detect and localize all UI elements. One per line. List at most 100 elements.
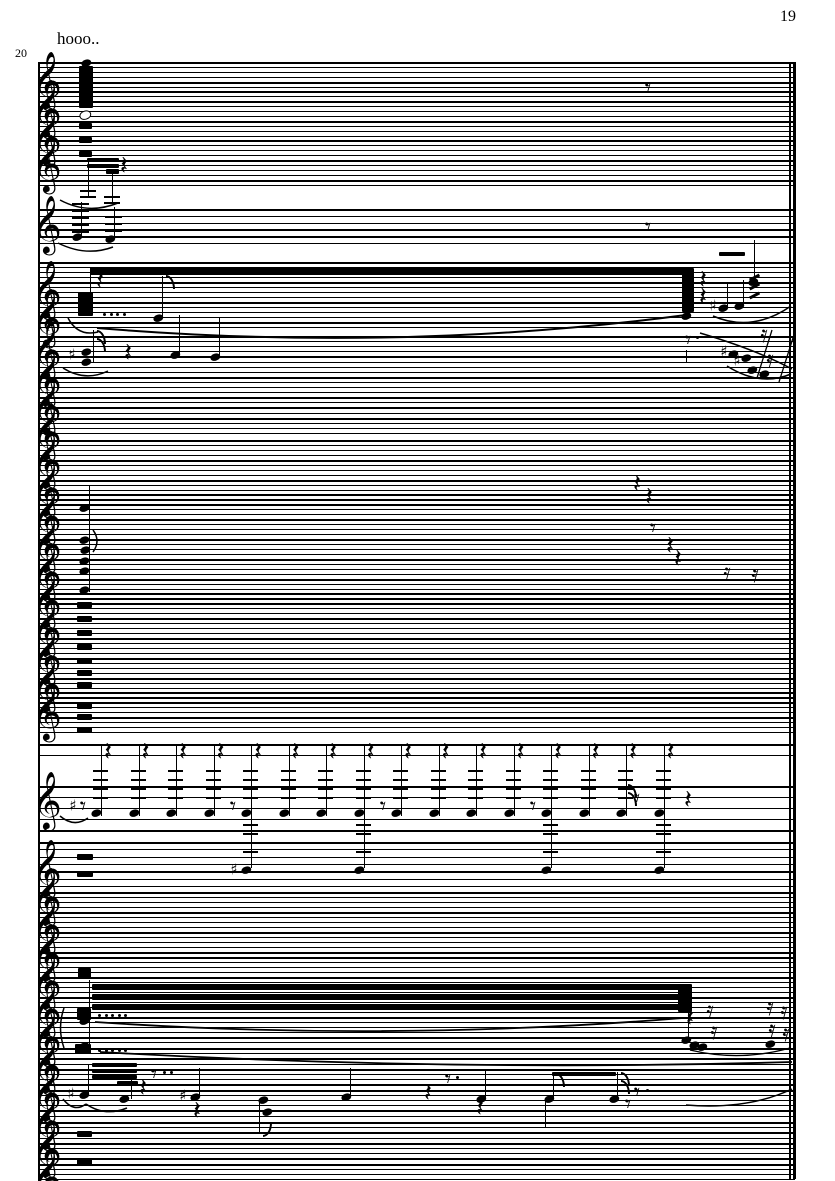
slur	[94, 1017, 684, 1032]
staff-line	[38, 603, 795, 605]
ledger-line	[243, 842, 258, 844]
treble-clef-icon: 𝄞	[32, 51, 62, 109]
quarter-rest-icon: 𝄽	[141, 737, 150, 767]
ledger-line	[105, 209, 122, 211]
staff-line	[38, 417, 795, 420]
staff-line	[38, 633, 795, 635]
ledger-line	[505, 797, 521, 799]
quarter-rest-icon: 𝄽	[329, 737, 337, 767]
staff-line	[38, 150, 795, 152]
staff-line	[38, 707, 795, 709]
staff-line	[38, 524, 795, 526]
staff-line	[38, 1142, 795, 1145]
eighth-rest-icon: 𝄾	[529, 792, 537, 820]
eighth-rest-icon: 𝄾	[150, 1060, 158, 1088]
staff-line	[38, 593, 795, 595]
ledger-line	[168, 770, 183, 772]
quarter-rest-icon: 𝄽	[633, 469, 641, 499]
notehead	[746, 365, 758, 375]
ledger-line	[618, 770, 633, 772]
staff-line	[38, 432, 795, 435]
treble-clef-icon: 𝄞	[32, 348, 62, 406]
ledger-line	[205, 788, 221, 790]
ledger-line	[618, 797, 633, 799]
staff-line	[38, 341, 795, 343]
staff-line	[38, 662, 795, 664]
barline	[789, 62, 791, 1179]
augmentation-dot	[124, 1049, 127, 1052]
staff-line	[38, 1115, 795, 1117]
quarter-rest-icon: 𝄽	[193, 1096, 201, 1126]
staff-line	[38, 222, 795, 224]
beam	[678, 984, 692, 1012]
notehead	[240, 865, 252, 875]
quarter-rest-icon: 𝄽	[179, 737, 187, 767]
staff-line	[38, 830, 795, 832]
staff-line	[38, 444, 795, 447]
notehead	[78, 1016, 90, 1026]
staff-line	[38, 62, 795, 64]
eighth-rest-icon: 𝄾	[644, 74, 652, 102]
staff-line	[38, 534, 795, 536]
ledger-line	[243, 788, 258, 790]
augmentation-dot	[109, 313, 113, 316]
treble-clef-icon: 𝄞	[32, 514, 62, 572]
notehead	[475, 1094, 487, 1104]
flag-icon	[263, 1123, 272, 1137]
eighth-rest-icon: 𝄾	[379, 792, 387, 820]
flag-icon	[621, 1072, 630, 1086]
staff-line	[38, 514, 795, 516]
notehead	[315, 808, 327, 818]
staff-line	[38, 459, 795, 462]
staff-line	[38, 638, 795, 640]
augmentation-dot	[98, 1014, 101, 1017]
sharp-icon: ♯	[68, 345, 76, 364]
staff-line	[38, 387, 795, 389]
ledger-line	[505, 770, 521, 772]
staff-line	[38, 336, 795, 338]
treble-clef-icon: 𝄞	[32, 626, 62, 684]
staff-line	[38, 897, 795, 899]
stem	[90, 268, 92, 300]
ledger-line	[105, 223, 122, 225]
stem	[81, 202, 83, 237]
staff-line	[38, 366, 795, 368]
notehead	[608, 1094, 620, 1104]
staff-line	[38, 267, 795, 269]
treble-clef-icon: 𝄞	[32, 1091, 62, 1149]
staff-line	[38, 1110, 795, 1113]
staff-line	[38, 727, 795, 729]
staff-line	[38, 962, 795, 964]
notehead	[240, 808, 252, 818]
staff-line	[38, 397, 795, 400]
sixteenth-rest-icon: 𝄿	[766, 993, 774, 1021]
staff-line	[38, 317, 795, 319]
staff-line	[38, 1063, 795, 1065]
staff-line	[38, 1168, 795, 1170]
ledger-line	[468, 779, 483, 781]
notehead	[390, 808, 402, 818]
staff-line	[38, 692, 795, 694]
staff-line	[38, 1027, 795, 1029]
staff-line	[38, 484, 795, 486]
staff-line	[38, 179, 795, 182]
staff-line	[38, 927, 795, 929]
staff-line	[38, 155, 795, 157]
staff-line	[38, 209, 795, 211]
staff-line	[38, 952, 795, 954]
beam	[78, 292, 93, 316]
staff-line	[38, 1089, 795, 1092]
measure-number: 20	[15, 46, 27, 60]
augmentation-dot	[163, 1071, 166, 1074]
staff-line	[38, 346, 795, 348]
staff-line	[38, 1053, 795, 1055]
staff-line	[38, 504, 795, 506]
staff-line	[38, 1158, 795, 1160]
stem	[89, 980, 91, 1050]
staff-line	[38, 71, 795, 73]
staff-line	[38, 677, 795, 680]
ledger-line	[543, 770, 558, 772]
eighth-rest-icon: 𝄾	[624, 1090, 632, 1118]
treble-clef-icon: 𝄞	[32, 1119, 62, 1177]
ledger-line	[543, 833, 558, 835]
